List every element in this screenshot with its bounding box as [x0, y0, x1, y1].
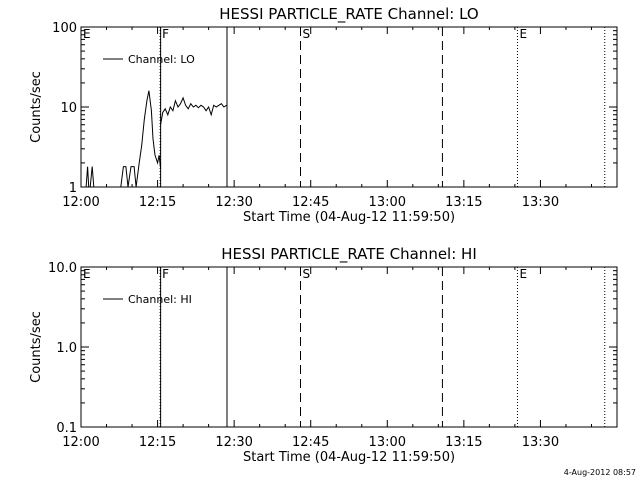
y-tick-label: 10: [60, 101, 77, 116]
x-tick-label: 12:30: [215, 435, 252, 450]
x-tick-label: 12:45: [292, 435, 329, 450]
x-tick-label: 13:15: [445, 435, 482, 450]
y-axis-label: Counts/sec: [29, 71, 44, 143]
x-axis-label: Start Time (04-Aug-12 11:59:50): [243, 210, 455, 225]
footer-timestamp: 4-Aug-2012 08:57: [563, 468, 636, 477]
event-marker-label: E: [519, 27, 527, 41]
x-tick-label: 12:00: [62, 435, 99, 450]
x-tick-label: 13:00: [369, 195, 406, 210]
y-tick-label: 0.1: [56, 421, 77, 436]
x-tick-label: 12:45: [292, 195, 329, 210]
x-tick-label: 12:30: [215, 195, 252, 210]
plot-frame: [80, 266, 618, 428]
plot-frame: [80, 26, 618, 188]
series-line-segment: [120, 90, 162, 188]
series-line-segment: [160, 96, 227, 125]
y-tick-label: 1.0: [56, 341, 77, 356]
event-marker-label: E: [83, 267, 91, 281]
x-axis-label: Start Time (04-Aug-12 11:59:50): [243, 450, 455, 465]
x-tick-label: 12:00: [62, 195, 99, 210]
event-marker-label: F: [162, 27, 169, 41]
chart-title: HESSI PARTICLE_RATE Channel: LO: [219, 5, 478, 24]
y-tick-label: 10.0: [48, 261, 77, 276]
x-tick-label: 13:15: [445, 195, 482, 210]
x-tick-label: 13:00: [369, 435, 406, 450]
y-tick-label: 1: [69, 181, 77, 196]
legend-label: Channel: LO: [128, 53, 195, 66]
event-marker-label: S: [303, 267, 311, 281]
chart-title: HESSI PARTICLE_RATE Channel: HI: [221, 245, 477, 264]
event-marker-label: E: [519, 267, 527, 281]
series-line-segment: [85, 166, 97, 188]
x-tick-label: 13:30: [522, 435, 559, 450]
x-tick-label: 13:30: [522, 195, 559, 210]
y-axis-label: Counts/sec: [29, 311, 44, 383]
y-tick-label: 100: [52, 21, 77, 36]
event-marker-label: F: [162, 267, 169, 281]
legend-label: Channel: HI: [128, 293, 192, 306]
chart-panel-1: HESSI PARTICLE_RATE Channel: HI 12:00 12:1…: [29, 245, 618, 465]
chart-panel-0: HESSI PARTICLE_RATE Channel: LO 12:00 12:1…: [29, 5, 618, 225]
event-marker-label: E: [83, 27, 91, 41]
x-tick-label: 12:15: [139, 435, 176, 450]
x-tick-label: 12:15: [139, 195, 176, 210]
event-marker-label: S: [303, 27, 311, 41]
